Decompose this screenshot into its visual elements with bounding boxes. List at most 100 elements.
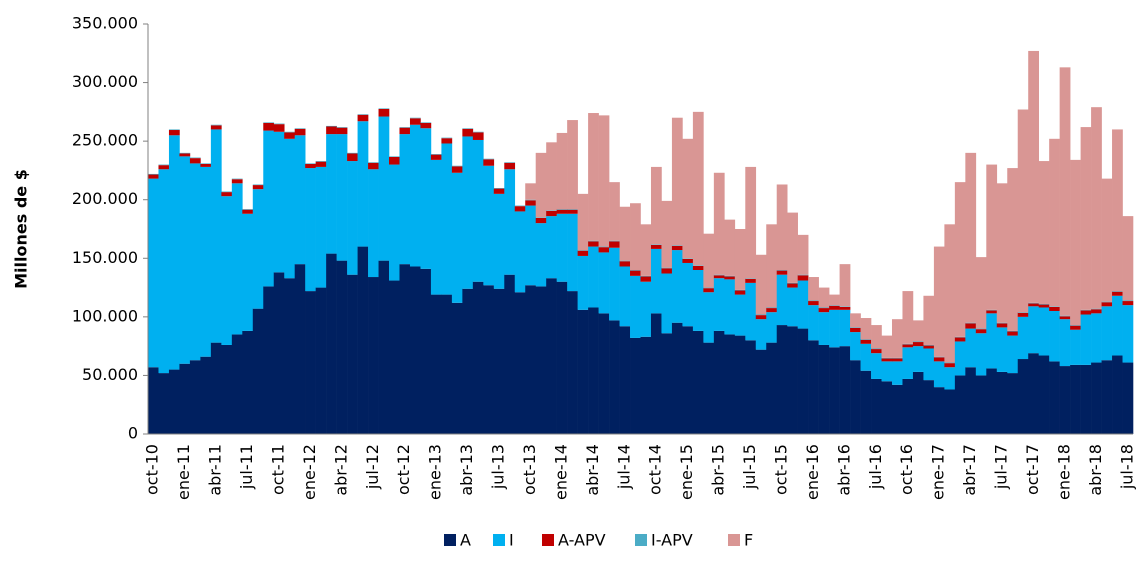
bar-segment — [986, 309, 998, 311]
bar-segment — [1038, 304, 1050, 308]
bar-segment — [210, 129, 222, 343]
bar-segment — [1049, 306, 1060, 311]
bar-segment — [389, 156, 400, 165]
bar-segment — [284, 138, 296, 279]
bar-segment — [944, 362, 956, 364]
x-tick-label: ene-18 — [1054, 444, 1073, 500]
bar-segment — [1091, 107, 1102, 309]
bar-segment — [399, 264, 411, 434]
bar-segment — [609, 182, 620, 241]
bar-segment — [1007, 373, 1019, 434]
bar-segment — [766, 342, 778, 434]
bar-segment — [273, 131, 285, 273]
bar-segment — [472, 139, 484, 282]
bar-segment — [797, 274, 809, 276]
x-tick-label: jul-14 — [614, 444, 633, 490]
bar-segment — [347, 153, 358, 162]
bar-segment — [797, 234, 809, 275]
bar-segment — [640, 275, 652, 277]
bar-segment — [368, 162, 379, 163]
bar-segment — [148, 174, 159, 179]
bar-segment — [420, 128, 432, 269]
bar-segment — [294, 264, 306, 434]
bar-segment — [179, 363, 191, 434]
x-tick-label: ene-17 — [929, 444, 948, 500]
bar-segment — [912, 346, 924, 372]
bar-segment — [829, 305, 840, 306]
bar-segment — [692, 330, 704, 434]
bar-segment — [514, 292, 526, 434]
bar-segment — [409, 266, 421, 434]
bar-segment — [357, 114, 369, 115]
bar-segment — [252, 189, 264, 309]
bar-segment — [650, 313, 662, 434]
bar-segment — [451, 302, 463, 434]
bar-segment — [493, 188, 505, 194]
bar-segment — [986, 310, 998, 314]
legend-label: I-APV — [651, 531, 693, 550]
bar-segment — [305, 163, 316, 164]
bar-segment — [242, 213, 254, 331]
bar-segment — [242, 209, 254, 210]
bar-segment — [850, 327, 861, 333]
bar-segment — [1122, 300, 1134, 302]
bar-segment — [671, 117, 683, 246]
bar-segment — [1059, 366, 1071, 434]
x-tick-label: ene-11 — [174, 444, 193, 500]
x-tick-label: oct-16 — [897, 444, 916, 495]
x-tick-label: ene-15 — [677, 444, 696, 500]
bar-segment — [252, 184, 264, 186]
bar-segment — [682, 258, 694, 259]
bar-segment — [525, 200, 537, 206]
bar-segment — [1017, 109, 1029, 313]
bar-segment — [619, 266, 631, 327]
x-tick-label: jul-15 — [740, 444, 759, 490]
bar-segment — [965, 328, 977, 368]
bar-segment — [1080, 310, 1092, 315]
bar-segment — [588, 241, 599, 247]
bar-segment — [462, 136, 474, 289]
bar-segment — [347, 161, 358, 275]
bar-segment — [902, 344, 914, 348]
bar-segment — [493, 188, 505, 189]
bar-segment — [692, 111, 704, 266]
bar-segment — [766, 224, 778, 308]
bar-segment — [357, 114, 369, 122]
bar-segment — [305, 291, 316, 434]
bar-segment — [871, 348, 882, 350]
bar-segment — [692, 270, 704, 331]
bar-segment — [189, 163, 201, 361]
bar-segment — [1112, 291, 1123, 292]
bar-segment — [860, 339, 872, 340]
bar-segment — [179, 152, 191, 154]
bar-segment — [996, 327, 1008, 372]
x-tick-label: abr-13 — [457, 444, 476, 496]
bar-segment — [671, 245, 683, 246]
bar-segment — [661, 200, 673, 268]
bar-segment — [923, 348, 935, 381]
bar-segment — [210, 124, 222, 126]
x-tick-label: oct-13 — [520, 444, 539, 495]
bar-segment — [577, 309, 589, 434]
bar-segment — [682, 326, 694, 434]
bar-segment — [745, 282, 757, 341]
bar-segment — [168, 135, 180, 370]
bar-segment — [619, 261, 631, 267]
bar-segment — [389, 164, 400, 281]
bar-segment — [923, 295, 935, 345]
x-tick-label: abr-16 — [834, 444, 853, 496]
y-tick-label: 0 — [128, 424, 138, 443]
bar-segment — [148, 173, 159, 175]
y-tick-label: 250.000 — [72, 131, 138, 150]
bar-segment — [671, 322, 683, 434]
bar-segment — [829, 309, 840, 348]
bar-segment — [682, 138, 694, 259]
bar-segment — [692, 265, 704, 266]
bar-segment — [808, 277, 819, 301]
bar-segment — [692, 265, 704, 270]
bar-segment — [200, 163, 212, 164]
bar-segment — [179, 153, 191, 157]
bar-segment — [682, 258, 694, 263]
bar-segment — [535, 217, 547, 224]
bar-segment — [996, 371, 1008, 434]
